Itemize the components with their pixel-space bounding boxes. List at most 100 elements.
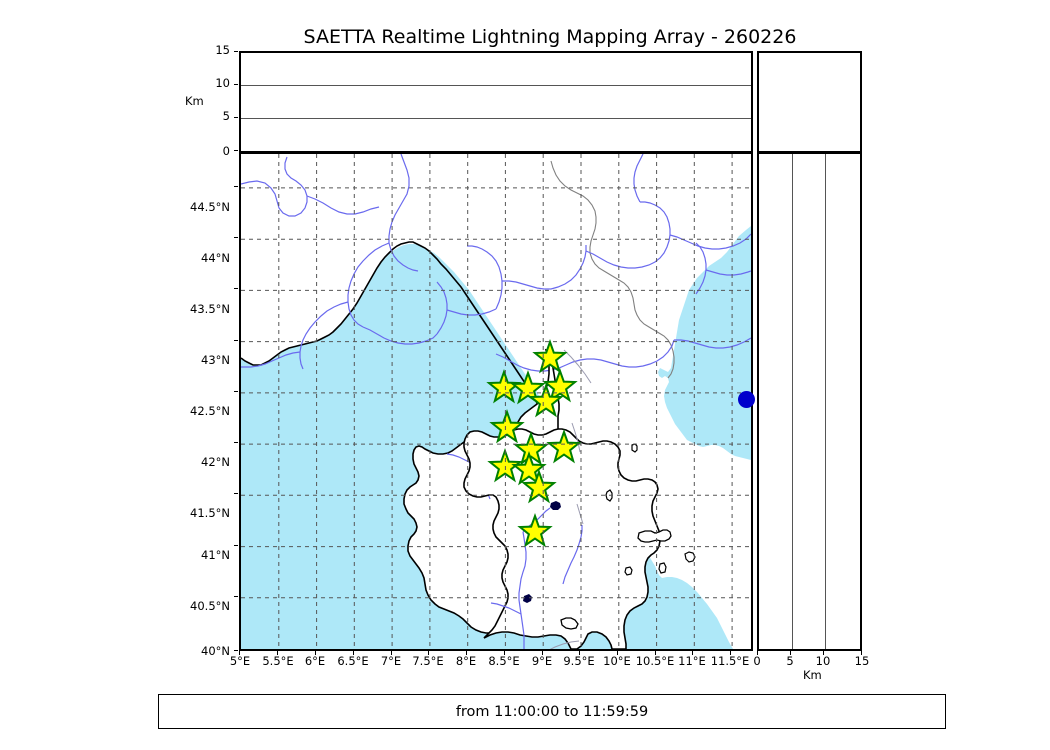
tickmark-lat-43 [234, 340, 238, 341]
ytick-lat-41: 41°N [201, 548, 230, 562]
tickmark-top-5 [234, 117, 238, 118]
tickmark-lat-40 [234, 650, 238, 651]
ytick-top-0: 0 [222, 144, 230, 158]
ytick-top-5: 5 [222, 109, 230, 123]
right-panel-xlabel: Km [803, 668, 822, 682]
tickmark-lon-9 [542, 651, 543, 655]
ytick-top-10: 10 [215, 76, 230, 90]
tickmark-top-0 [234, 150, 238, 151]
tickmark-lon-8.5 [504, 651, 505, 655]
station-star [528, 383, 564, 418]
tickmark-top-15 [234, 51, 238, 52]
station-star [511, 451, 547, 486]
tickmark-lon-6 [315, 651, 316, 655]
land-sardinia [463, 428, 661, 649]
ytick-lat-43: 43°N [201, 353, 230, 367]
tickmark-lon-5 [239, 651, 240, 655]
xtick-lon-10.5: 10.5°E [635, 654, 675, 668]
altitude-histogram-panel [757, 51, 862, 153]
station-star [546, 429, 582, 464]
station-star [487, 448, 523, 483]
page-title: SAETTA Realtime Lightning Mapping Array … [303, 26, 797, 48]
xtick-lon-9: 9°E [531, 654, 553, 668]
xtick-lon-6: 6°E [304, 654, 326, 668]
ytick-lat-40.5: 40.5°N [190, 599, 230, 613]
tickmark-lat-44 [234, 237, 238, 238]
map-gridlines [241, 154, 751, 649]
top-panel-ylabel: Km [185, 94, 204, 108]
time-range-box: from 11:00:00 to 11:59:59 [158, 694, 946, 729]
tickmark-km-0 [757, 651, 758, 655]
tickmark-lat-41 [234, 545, 238, 546]
ytick-lat-43.5: 43.5°N [190, 302, 230, 316]
gridline-km-10 [825, 154, 826, 649]
island-maddalena [560, 617, 579, 630]
xtick-lon-5.5: 5.5°E [262, 654, 294, 668]
time-range-text: from 11:00:00 to 11:59:59 [455, 703, 649, 720]
xtick-km-10: 10 [815, 654, 831, 668]
ytick-lat-41.5: 41.5°N [190, 506, 230, 520]
xtick-lon-10: 10°E [603, 654, 631, 668]
gridline-alt-5 [241, 117, 751, 119]
ytick-lat-42: 42°N [201, 455, 230, 469]
sardinia-lake-north [550, 501, 561, 510]
ytick-top-15: 15 [215, 43, 230, 57]
map-panel[interactable] [239, 152, 753, 651]
station-star [532, 339, 568, 374]
tickmark-lon-9.5 [579, 651, 580, 655]
tickmark-lat-44.5 [234, 186, 238, 187]
tickmark-lat-42 [234, 442, 238, 443]
tickmark-lat-42.5 [234, 391, 238, 392]
tickmark-lat-43.5 [234, 288, 238, 289]
xtick-lon-5: 5°E [229, 654, 251, 668]
island-giglio [684, 551, 696, 563]
xtick-lon-8.5: 8.5°E [488, 654, 520, 668]
bathymetry-lines [549, 349, 592, 649]
xtick-lon-11.5: 11.5°E [710, 654, 750, 668]
station-markers [486, 339, 582, 548]
tickmark-lat-40.5 [234, 596, 238, 597]
tickmark-km-15 [861, 651, 862, 655]
tickmark-lon-5.5 [277, 651, 278, 655]
tickmark-lon-11 [692, 651, 693, 655]
gridline-alt-10 [241, 85, 751, 87]
tickmark-km-10 [823, 651, 824, 655]
ytick-lat-40: 40°N [201, 644, 230, 658]
ytick-lat-44: 44°N [201, 251, 230, 265]
xtick-km-15: 15 [854, 654, 870, 668]
station-star [513, 431, 549, 466]
island-pianosa [624, 566, 633, 576]
tickmark-lat-41.5 [234, 493, 238, 494]
xtick-lon-11: 11°E [678, 654, 706, 668]
reference-point-marker [738, 391, 755, 408]
tickmark-lon-7 [391, 651, 392, 655]
island-elba [637, 529, 672, 543]
altitude-latitude-panel [757, 152, 862, 651]
xtick-lon-6.5: 6.5°E [337, 654, 369, 668]
station-star [486, 369, 522, 404]
rivers-mainland [241, 154, 751, 372]
tickmark-top-10 [234, 84, 238, 85]
station-star [521, 469, 557, 504]
xtick-km-0: 0 [753, 654, 761, 668]
xtick-km-5: 5 [786, 654, 794, 668]
tickmark-lon-6.5 [353, 651, 354, 655]
station-star [542, 368, 578, 403]
gridline-km-5 [791, 154, 793, 649]
tickmark-lon-8 [466, 651, 467, 655]
ytick-lat-42.5: 42.5°N [190, 404, 230, 418]
xtick-lon-7.5: 7.5°E [412, 654, 444, 668]
altitude-longitude-panel [239, 51, 753, 153]
ytick-lat-44.5: 44.5°N [190, 200, 230, 214]
sardinia-lake-south [523, 594, 532, 603]
border-italy-france [550, 160, 675, 379]
tickmark-lon-10.5 [655, 651, 656, 655]
tickmark-lon-7.5 [428, 651, 429, 655]
tickmark-km-5 [790, 651, 791, 655]
island-gorgona [631, 443, 638, 453]
tickmark-lon-10 [617, 651, 618, 655]
map-graphic [241, 154, 751, 649]
station-star [517, 513, 553, 548]
xtick-lon-8: 8°E [455, 654, 477, 668]
